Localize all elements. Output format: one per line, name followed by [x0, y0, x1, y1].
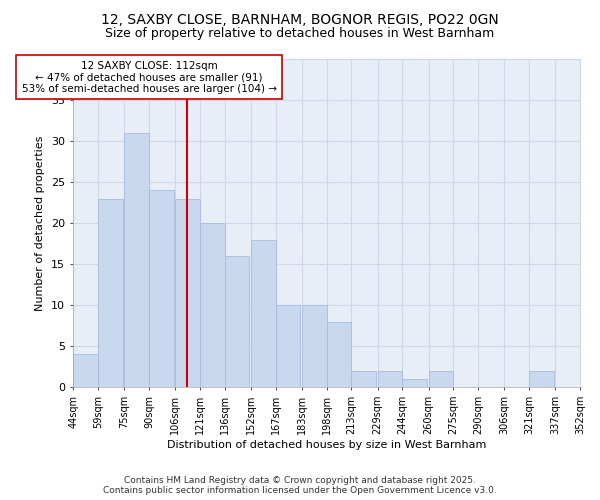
Bar — [377, 371, 402, 388]
Text: Size of property relative to detached houses in West Barnham: Size of property relative to detached ho… — [106, 28, 494, 40]
Text: 12, SAXBY CLOSE, BARNHAM, BOGNOR REGIS, PO22 0GN: 12, SAXBY CLOSE, BARNHAM, BOGNOR REGIS, … — [101, 12, 499, 26]
Bar — [149, 190, 173, 388]
Bar — [326, 322, 352, 388]
Bar — [302, 305, 326, 388]
Bar — [73, 354, 98, 388]
Bar — [224, 256, 250, 388]
Bar — [175, 198, 200, 388]
Bar — [529, 371, 554, 388]
Bar — [402, 379, 427, 388]
Text: 12 SAXBY CLOSE: 112sqm
← 47% of detached houses are smaller (91)
53% of semi-det: 12 SAXBY CLOSE: 112sqm ← 47% of detached… — [22, 60, 277, 94]
Bar — [275, 305, 301, 388]
Bar — [428, 371, 453, 388]
Bar — [200, 223, 224, 388]
Bar — [98, 198, 122, 388]
X-axis label: Distribution of detached houses by size in West Barnham: Distribution of detached houses by size … — [167, 440, 487, 450]
Bar — [352, 371, 376, 388]
Bar — [124, 133, 149, 388]
Text: Contains HM Land Registry data © Crown copyright and database right 2025.
Contai: Contains HM Land Registry data © Crown c… — [103, 476, 497, 495]
Y-axis label: Number of detached properties: Number of detached properties — [35, 136, 45, 311]
Bar — [251, 240, 275, 388]
